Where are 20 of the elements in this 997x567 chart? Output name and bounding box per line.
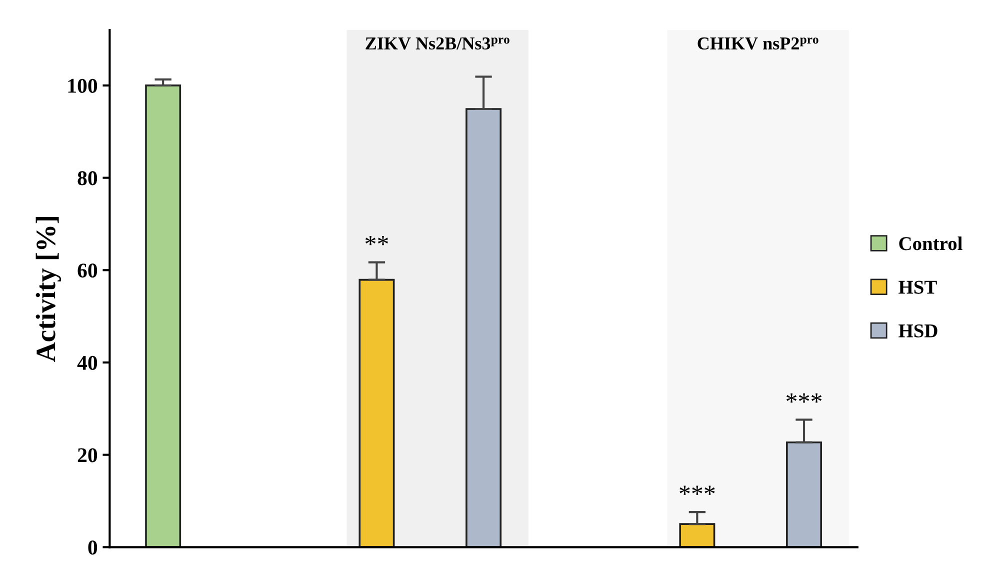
y-tick-label: 20 [78,448,98,462]
bar [679,523,716,548]
data-label: ** [365,236,388,246]
y-tick-label: 100 [68,78,98,93]
bar [358,278,395,548]
annotation: CHIKV nsP2$^{pro}$ [698,37,818,50]
y-tick-label: 40 [77,356,98,370]
legend-label: Control [899,236,962,250]
legend-label: HST [898,280,937,294]
data-label: *** [680,486,715,495]
bar [145,84,182,548]
bar [786,441,822,548]
y-tick-label: 0 [88,540,98,555]
annotation: ZIKV Ns2B/Ns3$^{pro}$ [366,37,510,50]
legend-label: HSD [898,324,938,338]
y-tick-label: 80 [78,171,98,186]
y-tick-label: 60 [78,264,98,278]
y-axis-title: Activity [%] [36,217,62,362]
bar [466,108,502,548]
data-label: *** [786,393,822,403]
